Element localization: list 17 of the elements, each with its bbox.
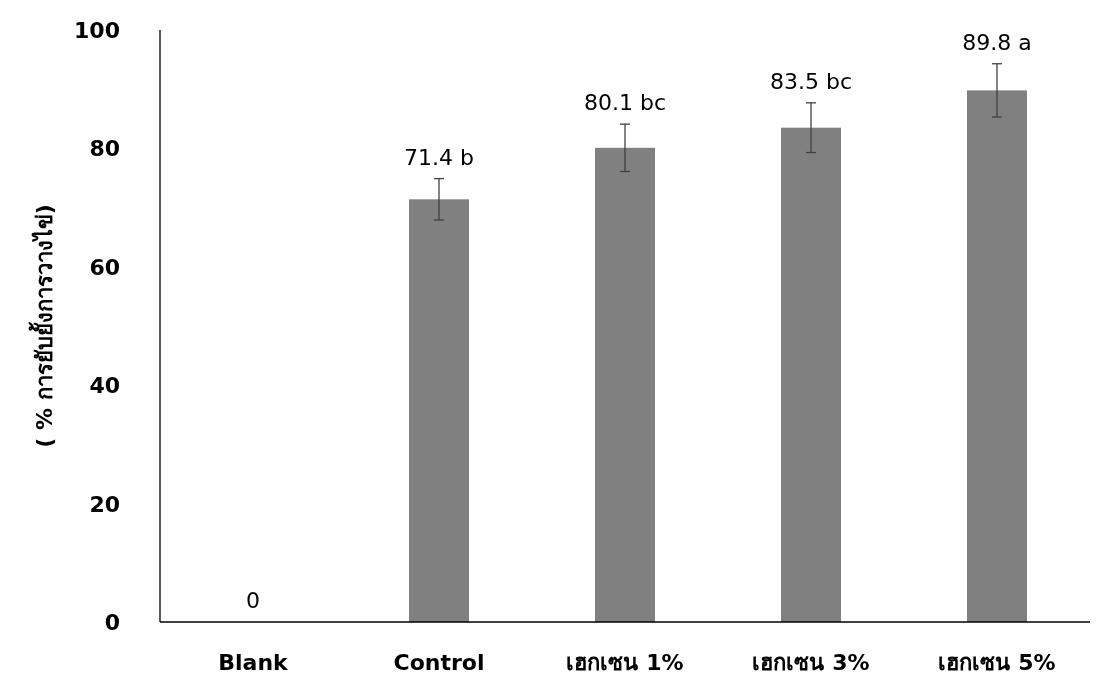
x-tick-label: Control (393, 650, 485, 675)
data-label: 89.8 a (962, 29, 1032, 55)
y-tick-label: 20 (89, 491, 120, 517)
x-tick-label: Blank (218, 650, 290, 675)
data-label: 71.4 b (404, 144, 474, 170)
y-tick-label: 100 (74, 18, 120, 43)
x-tick-label: เฮกเซน 1% (566, 650, 684, 675)
y-tick-label: 60 (89, 254, 120, 280)
y-axis-title: ( % การยับยั้งการวางไข่) (28, 204, 57, 448)
y-tick-label: 40 (89, 373, 120, 399)
y-tick-label: 0 (104, 610, 120, 635)
data-label: 83.5 bc (769, 68, 853, 94)
y-tick-label: 80 (89, 136, 120, 162)
x-tick-label: เฮกเซน 5% (938, 650, 1056, 675)
x-tick-label: เฮกเซน 3% (752, 650, 870, 675)
data-label: 0 (246, 588, 260, 613)
data-label: 80.1 bc (583, 90, 667, 116)
